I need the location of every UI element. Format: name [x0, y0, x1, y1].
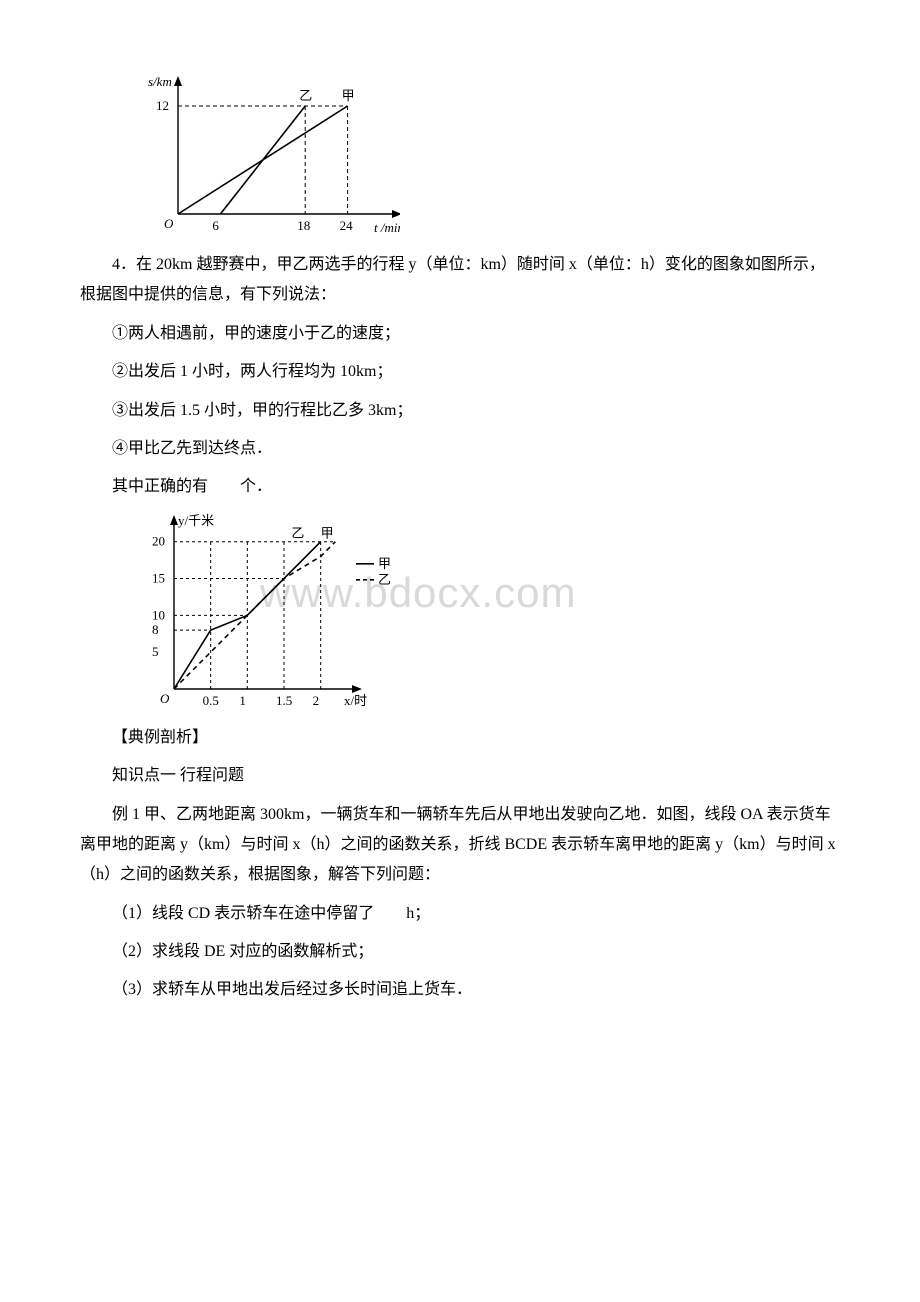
svg-text:乙: 乙 [378, 572, 391, 587]
svg-text:乙: 乙 [299, 88, 312, 103]
chart-1: s/km t /min O 12 6 18 24 乙 甲 [140, 70, 840, 240]
svg-text:O: O [164, 216, 174, 231]
svg-text:8: 8 [152, 622, 159, 637]
svg-text:2: 2 [313, 693, 320, 708]
svg-text:6: 6 [212, 218, 219, 233]
example-1-intro: 例 1 甲、乙两地距离 300km，一辆货车和一辆轿车先后从甲地出发驶向乙地．如… [80, 800, 840, 891]
svg-text:12: 12 [156, 98, 169, 113]
svg-text:1: 1 [239, 693, 246, 708]
problem-4-statement-5: 其中正确的有 个． [80, 472, 840, 502]
svg-text:s/km: s/km [148, 74, 172, 89]
svg-text:t /min: t /min [374, 220, 400, 235]
svg-text:15: 15 [152, 570, 165, 585]
svg-text:10: 10 [152, 607, 165, 622]
svg-text:甲: 甲 [342, 88, 355, 103]
svg-text:0.5: 0.5 [203, 693, 219, 708]
section-header: 【典例剖析】 [80, 723, 840, 753]
svg-text:5: 5 [152, 644, 159, 659]
svg-text:x/时: x/时 [344, 693, 367, 708]
svg-text:20: 20 [152, 533, 165, 548]
problem-4-intro: 4．在 20km 越野赛中，甲乙两选手的行程 y（单位：km）随时间 x（单位：… [80, 250, 840, 311]
chart-2-svg: y/千米x/时O581015200.511.52乙甲甲乙 [140, 513, 400, 713]
svg-text:乙: 乙 [291, 525, 304, 540]
chart-1-svg: s/km t /min O 12 6 18 24 乙 甲 [140, 70, 400, 240]
svg-text:y/千米: y/千米 [178, 513, 214, 528]
knowledge-point-header: 知识点一 行程问题 [80, 761, 840, 791]
svg-text:1.5: 1.5 [276, 693, 292, 708]
problem-4-statement-3: ③出发后 1.5 小时，甲的行程比乙多 3km； [80, 396, 840, 426]
svg-text:甲: 甲 [378, 556, 391, 571]
example-1-q1: （1）线段 CD 表示轿车在途中停留了 h； [80, 899, 840, 929]
svg-text:18: 18 [297, 218, 310, 233]
example-1-q2: （2）求线段 DE 对应的函数解析式； [80, 937, 840, 967]
problem-4-statement-2: ②出发后 1 小时，两人行程均为 10km； [80, 357, 840, 387]
chart-2: y/千米x/时O581015200.511.52乙甲甲乙 [140, 513, 840, 713]
svg-text:24: 24 [340, 218, 354, 233]
example-1-q3: （3）求轿车从甲地出发后经过多长时间追上货车． [80, 975, 840, 1005]
svg-text:甲: 甲 [321, 525, 334, 540]
problem-4-statement-1: ①两人相遇前，甲的速度小于乙的速度； [80, 319, 840, 349]
svg-text:O: O [160, 691, 170, 706]
problem-4-statement-4: ④甲比乙先到达终点． [80, 434, 840, 464]
